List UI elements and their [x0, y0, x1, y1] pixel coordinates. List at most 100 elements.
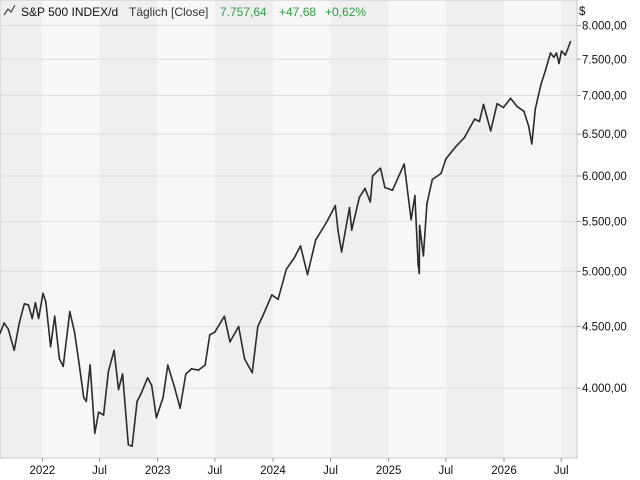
- price-point: [426, 203, 428, 205]
- price-point: [73, 331, 76, 334]
- price-point: [131, 445, 133, 448]
- price-point: [62, 365, 64, 368]
- price-point: [229, 341, 231, 343]
- x-tick-label: 2023: [145, 465, 171, 477]
- price-point: [140, 392, 142, 395]
- price-point: [544, 69, 547, 72]
- price-point: [418, 224, 421, 227]
- price-point: [564, 54, 567, 56]
- price-point: [150, 384, 153, 387]
- y-tick-label: 7.500,00: [582, 54, 627, 66]
- price-point: [334, 204, 337, 207]
- price-point: [179, 407, 181, 409]
- price-point: [358, 196, 361, 199]
- price-point: [558, 62, 560, 65]
- price-point: [299, 245, 302, 247]
- price-point: [422, 255, 425, 257]
- price-point: [23, 303, 26, 305]
- line-chart-icon[interactable]: [3, 4, 16, 16]
- price-point: [197, 369, 200, 371]
- price-point: [560, 50, 563, 52]
- x-tick-label: 2026: [491, 465, 517, 477]
- price-point: [45, 300, 47, 303]
- price-point: [237, 325, 240, 328]
- chart-header: S&P 500 INDEX/d Täglich [Close] 7.757,64…: [3, 4, 366, 19]
- price-point: [34, 301, 37, 304]
- price-point: [454, 146, 457, 148]
- header-last-price: 7.757,64: [220, 5, 267, 19]
- price-point: [502, 106, 505, 109]
- y-tick-label: 6.500,00: [582, 129, 627, 141]
- price-point: [223, 315, 226, 318]
- price-point: [127, 443, 130, 446]
- price-point: [314, 239, 317, 241]
- price-point: [204, 364, 206, 366]
- price-point: [78, 364, 81, 366]
- price-point: [569, 40, 572, 43]
- price-point: [364, 187, 366, 190]
- header-change-pct: +0,62%: [325, 5, 366, 19]
- price-point: [482, 103, 485, 106]
- price-point: [173, 386, 176, 388]
- price-point: [213, 331, 216, 334]
- price-point: [414, 194, 416, 197]
- price-point: [403, 163, 406, 165]
- price-point: [243, 358, 246, 360]
- time-band: [330, 0, 389, 458]
- price-point: [209, 333, 211, 336]
- price-point: [509, 97, 512, 100]
- price-point: [496, 102, 498, 105]
- price-point: [527, 125, 530, 127]
- price-point: [350, 229, 353, 231]
- price-point: [306, 273, 309, 276]
- time-band: [388, 0, 446, 458]
- time-band: [445, 0, 505, 458]
- price-point: [489, 130, 492, 132]
- price-point: [257, 325, 259, 328]
- x-tick-label: Jul: [439, 465, 454, 477]
- price-point: [463, 136, 466, 139]
- price-point: [369, 201, 372, 203]
- header-interval[interactable]: Täglich [Close]: [129, 5, 208, 19]
- x-tick-label: 2025: [376, 465, 402, 477]
- price-point: [155, 416, 158, 419]
- price-point: [82, 396, 85, 399]
- time-band: [157, 0, 215, 458]
- price-point: [325, 221, 328, 224]
- price-series-line: [0, 41, 572, 448]
- price-point: [7, 328, 9, 330]
- header-title: S&P 500 INDEX/d: [21, 5, 118, 19]
- price-point: [271, 294, 273, 296]
- price-point: [85, 400, 88, 403]
- price-point: [53, 315, 56, 318]
- price-point: [251, 371, 253, 374]
- price-point: [13, 349, 15, 352]
- price-point: [262, 314, 265, 316]
- y-tick-label: 4.000,00: [582, 383, 627, 395]
- currency-symbol: $: [579, 6, 586, 18]
- price-point: [417, 263, 419, 265]
- x-tick-label: 2024: [260, 465, 286, 477]
- price-point: [348, 206, 351, 209]
- price-point: [531, 143, 533, 145]
- price-point: [440, 172, 442, 175]
- price-point: [31, 317, 33, 320]
- price-point: [162, 396, 164, 399]
- price-point: [473, 118, 476, 120]
- price-point: [27, 304, 30, 306]
- time-band: [273, 0, 331, 458]
- price-point: [391, 189, 394, 191]
- price-point: [190, 368, 193, 370]
- price-point: [340, 251, 343, 253]
- price-point: [431, 178, 434, 181]
- time-band: [214, 0, 274, 458]
- price-point: [167, 364, 169, 366]
- price-point: [567, 48, 569, 50]
- price-point: [277, 298, 279, 301]
- price-point: [555, 52, 558, 54]
- price-point: [42, 292, 44, 295]
- price-point: [107, 370, 110, 373]
- price-point: [69, 310, 71, 313]
- price-point: [113, 349, 115, 352]
